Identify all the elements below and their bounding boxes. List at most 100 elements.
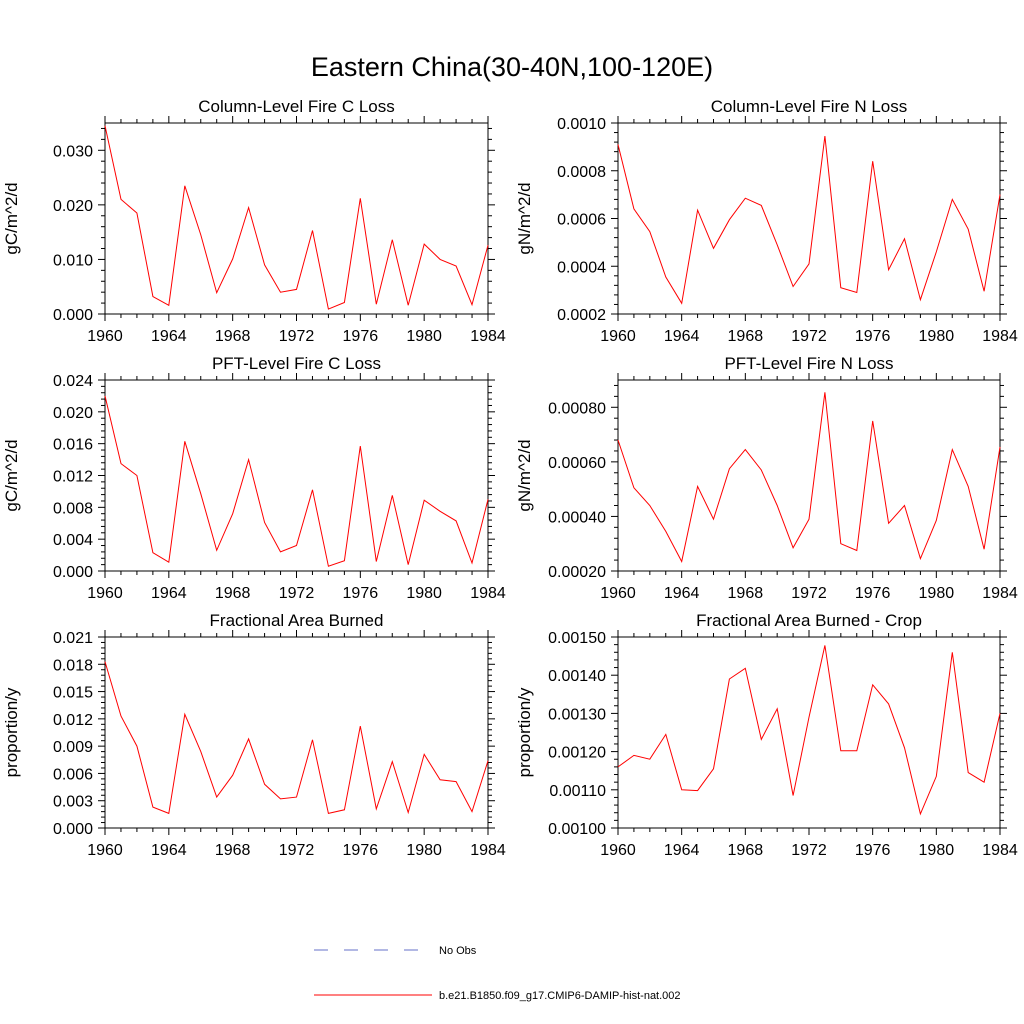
series-line [104,661,489,815]
x-tick-label: 1968 [215,842,251,859]
y-tick-label: 0.020 [53,405,93,422]
series-line [104,125,489,310]
x-tick-label: 1960 [600,585,636,602]
x-tick-label: 1960 [600,842,636,859]
y-tick-label: 0.00100 [548,821,606,838]
y-axis-label: gC/m^2/d [2,439,21,511]
y-tick-label: 0.012 [53,712,93,729]
y-tick-label: 0.000 [53,564,93,581]
y-tick-label: 0.0010 [557,116,606,133]
panel-title: PFT-Level Fire C Loss [212,354,381,373]
x-tick-label: 1968 [215,585,251,602]
y-axis-label: proportion/y [2,687,21,777]
legend: No Obs b.e21.B1850.f09_g17.CMIP6-DAMIP-h… [314,945,681,1002]
chart-panel-6: Fractional Area Burned - Crop 1960 1964 196… [515,611,1018,859]
legend-model-label: b.e21.B1850.f09_g17.CMIP6-DAMIP-hist-nat… [439,990,681,1002]
chart-panel-2: Column-Level Fire N Loss 1960 1964 1968 1972… [515,97,1018,345]
x-tick-label: 1984 [470,842,506,859]
x-tick-label: 1972 [279,842,315,859]
y-tick-label: 0.00060 [548,455,606,472]
x-tick-label: 1976 [343,842,379,859]
figure-title: Eastern China(30-40N,100-120E) [311,52,713,82]
x-tick-label: 1968 [728,328,764,345]
y-tick-label: 0.000 [53,307,93,324]
x-tick-label: 1964 [664,328,700,345]
chart-panel-5: Fractional Area Burned 1960 1964 1968 1972 19… [2,611,506,859]
panel-title: Fractional Area Burned [210,611,384,630]
x-tick-label: 1964 [151,585,187,602]
x-tick-label: 1980 [919,328,955,345]
x-tick-label: 1980 [919,585,955,602]
y-tick-label: 0.00020 [548,564,606,581]
x-tick-label: 1980 [406,328,442,345]
y-tick-label: 0.00120 [548,745,606,762]
x-tick-label: 1984 [470,328,506,345]
x-tick-label: 1968 [215,328,251,345]
y-tick-label: 0.018 [53,657,93,674]
x-tick-label: 1960 [600,328,636,345]
y-tick-label: 0.010 [53,252,93,269]
y-axis-label: gC/m^2/d [2,182,21,254]
series-line [104,395,489,567]
y-tick-label: 0.00040 [548,509,606,526]
chart-panel-4: PFT-Level Fire N Loss 1960 1964 1968 1972 197… [515,354,1018,602]
x-tick-label: 1972 [791,585,827,602]
y-tick-label: 0.030 [53,143,93,160]
x-tick-label: 1960 [87,585,123,602]
chart-panel-1: Column-Level Fire C Loss 1960 1964 1968 1972… [2,97,506,345]
x-tick-label: 1964 [151,328,187,345]
legend-no-obs-label: No Obs [439,945,477,957]
x-tick-label: 1984 [982,842,1018,859]
y-tick-label: 0.006 [53,766,93,783]
y-tick-label: 0.008 [53,500,93,517]
y-tick-label: 0.00080 [548,400,606,417]
y-tick-label: 0.00110 [549,783,606,800]
panel-title: Column-Level Fire C Loss [198,97,395,116]
y-tick-label: 0.009 [53,739,93,756]
x-tick-label: 1980 [919,842,955,859]
x-tick-label: 1964 [664,585,700,602]
x-tick-label: 1964 [664,842,700,859]
x-tick-label: 1968 [728,842,764,859]
y-tick-label: 0.0008 [557,164,606,181]
y-tick-label: 0.020 [53,198,93,215]
x-tick-label: 1976 [855,842,891,859]
y-tick-label: 0.003 [53,794,93,811]
series-line [617,645,1001,816]
y-tick-label: 0.015 [53,685,93,702]
x-tick-label: 1984 [982,328,1018,345]
x-tick-label: 1976 [343,585,379,602]
x-tick-label: 1976 [855,328,891,345]
y-tick-label: 0.00140 [548,668,606,685]
x-tick-label: 1984 [470,585,506,602]
x-tick-label: 1960 [87,328,123,345]
x-tick-label: 1964 [151,842,187,859]
y-axis-label: gN/m^2/d [515,439,534,511]
y-tick-label: 0.024 [53,373,93,390]
x-tick-label: 1976 [855,585,891,602]
y-tick-label: 0.004 [53,532,93,549]
y-tick-label: 0.0006 [557,212,606,229]
y-tick-label: 0.00150 [548,630,606,647]
x-tick-label: 1976 [343,328,379,345]
y-axis-label: proportion/y [515,687,534,777]
panel-title: PFT-Level Fire N Loss [724,354,893,373]
x-tick-label: 1980 [406,585,442,602]
y-tick-label: 0.012 [53,469,93,486]
y-axis-label: gN/m^2/d [515,182,534,254]
y-tick-label: 0.021 [53,630,93,647]
x-tick-label: 1960 [87,842,123,859]
series-line [617,392,1001,563]
y-tick-label: 0.00130 [548,706,606,723]
y-tick-label: 0.016 [53,437,93,454]
chart-panel-3: PFT-Level Fire C Loss 1960 1964 1968 1972 197… [2,354,506,602]
x-tick-label: 1972 [791,842,827,859]
x-tick-label: 1972 [791,328,827,345]
y-tick-label: 0.0002 [557,307,606,324]
panel-title: Fractional Area Burned - Crop [696,611,922,630]
x-tick-label: 1972 [279,585,315,602]
x-tick-label: 1968 [728,585,764,602]
x-tick-label: 1980 [406,842,442,859]
y-tick-label: 0.000 [53,821,93,838]
